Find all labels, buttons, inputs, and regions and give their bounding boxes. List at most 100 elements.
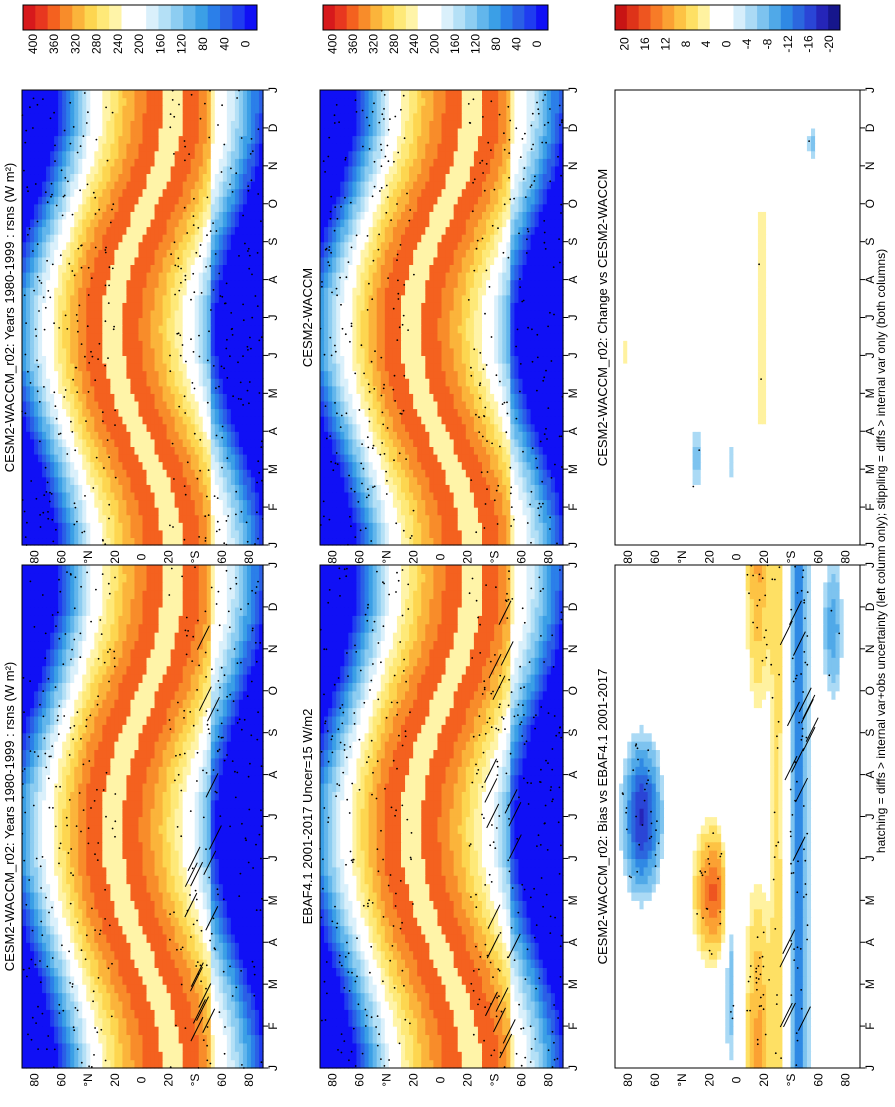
stipple-dot xyxy=(55,786,57,788)
heat-cell xyxy=(203,573,208,582)
heat-cell xyxy=(203,657,208,666)
heat-cell xyxy=(74,791,79,800)
heat-cell xyxy=(22,984,27,993)
heat-cell xyxy=(143,884,148,893)
heat-cell xyxy=(74,800,79,809)
heat-cell xyxy=(74,599,79,608)
heat-cell xyxy=(126,917,131,926)
heat-cell xyxy=(110,817,115,826)
heat-cell xyxy=(102,800,107,809)
heat-cell xyxy=(171,699,176,708)
heat-cell xyxy=(62,850,67,859)
heat-cell xyxy=(46,682,51,691)
heat-cell xyxy=(155,850,160,859)
heat-cell xyxy=(235,800,240,809)
heat-cell xyxy=(94,775,99,784)
heat-cell xyxy=(219,909,224,918)
heat-cell xyxy=(183,590,188,599)
stipple-dot xyxy=(40,921,42,923)
heat-cell xyxy=(215,758,220,767)
heat-cell xyxy=(106,741,111,750)
stipple-dot xyxy=(31,1039,33,1041)
heat-cell xyxy=(30,724,35,733)
heat-cell xyxy=(195,850,200,859)
heat-cell xyxy=(138,808,143,817)
heat-cell xyxy=(30,632,35,641)
heat-cell xyxy=(243,842,248,851)
heat-cell xyxy=(251,833,256,842)
heat-cell xyxy=(82,825,87,834)
heat-cell xyxy=(183,1018,188,1027)
heat-cell xyxy=(143,1026,148,1035)
heat-cell xyxy=(118,976,123,985)
heat-cell xyxy=(78,909,83,918)
heat-cell xyxy=(138,1001,143,1010)
heat-cell xyxy=(159,615,164,624)
heat-cell xyxy=(183,984,188,993)
heat-cell xyxy=(138,582,143,591)
heat-cell xyxy=(102,708,107,717)
heat-cell xyxy=(207,699,212,708)
heat-cell xyxy=(167,875,172,884)
heat-cell xyxy=(42,925,47,934)
heat-cell xyxy=(82,1034,87,1043)
stipple-dot xyxy=(245,837,247,839)
heat-cell xyxy=(151,884,156,893)
heat-cell xyxy=(106,783,111,792)
stipple-dot xyxy=(57,719,59,721)
heat-cell xyxy=(138,775,143,784)
heat-cell xyxy=(235,858,240,867)
stipple-dot xyxy=(240,873,242,875)
heat-cell xyxy=(50,1009,55,1018)
heat-cell xyxy=(54,640,59,649)
heat-cell xyxy=(255,624,260,633)
heat-cell xyxy=(247,699,252,708)
heat-cell xyxy=(58,917,63,926)
heat-cell xyxy=(46,976,51,985)
heat-cell xyxy=(106,1009,111,1018)
heat-cell xyxy=(223,582,228,591)
heat-cell xyxy=(34,967,39,976)
heat-cell xyxy=(211,900,216,909)
heat-cell xyxy=(171,666,176,675)
stipple-dot xyxy=(255,844,257,846)
heat-cell xyxy=(255,615,260,624)
heat-cell xyxy=(231,649,236,658)
heat-cell xyxy=(223,607,228,616)
heat-cell xyxy=(183,817,188,826)
heat-cell xyxy=(195,624,200,633)
heat-cell xyxy=(143,615,148,624)
heat-cell xyxy=(34,624,39,633)
heat-cell xyxy=(70,875,75,884)
heat-cell xyxy=(62,934,67,943)
heat-cell xyxy=(30,800,35,809)
stipple-dot xyxy=(85,958,87,960)
heat-cell xyxy=(46,783,51,792)
heat-cell xyxy=(187,565,192,574)
heat-cell xyxy=(255,741,260,750)
heat-cell xyxy=(26,1051,31,1060)
heat-cell xyxy=(82,682,87,691)
heat-cell xyxy=(203,749,208,758)
heat-cell xyxy=(239,674,244,683)
heat-cell xyxy=(171,733,176,742)
heat-cell xyxy=(219,640,224,649)
heat-cell xyxy=(183,900,188,909)
heat-cell xyxy=(82,783,87,792)
heat-cell xyxy=(195,833,200,842)
heat-cell xyxy=(50,808,55,817)
heat-cell xyxy=(143,674,148,683)
heat-cell xyxy=(70,708,75,717)
heat-cell xyxy=(122,791,127,800)
heat-cell xyxy=(138,967,143,976)
heat-cell xyxy=(255,607,260,616)
heat-cell xyxy=(54,884,59,893)
heat-cell xyxy=(98,775,103,784)
heat-cell xyxy=(179,976,184,985)
heat-cell xyxy=(138,615,143,624)
heat-cell xyxy=(66,649,71,658)
heat-cell xyxy=(227,833,232,842)
heat-cell xyxy=(239,808,244,817)
heat-cell xyxy=(122,967,127,976)
heat-cell xyxy=(106,858,111,867)
